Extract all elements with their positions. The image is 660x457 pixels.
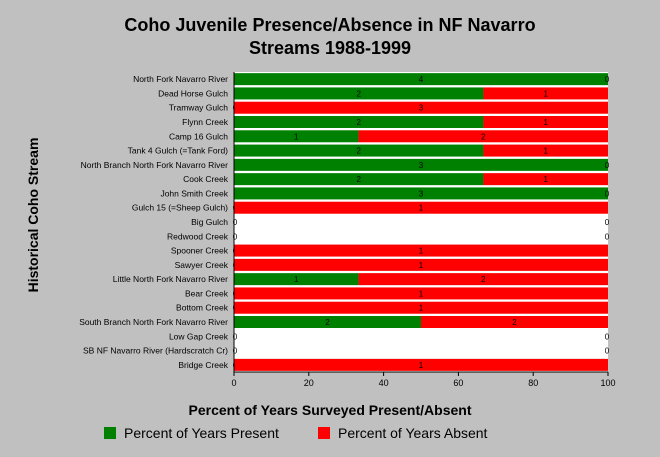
bar-absent xyxy=(234,258,608,271)
x-tick-label: 40 xyxy=(379,378,389,388)
bar-present xyxy=(234,316,421,328)
x-axis-label: Percent of Years Surveyed Present/Absent xyxy=(188,402,472,418)
x-tick-label: 100 xyxy=(600,378,615,388)
data-label-present: 3 xyxy=(419,161,424,170)
data-label-present: 3 xyxy=(419,189,424,198)
bar-absent xyxy=(234,287,608,300)
data-label-absent: 0 xyxy=(605,189,610,198)
bar-absent xyxy=(234,244,608,257)
data-label-absent: 0 xyxy=(605,232,610,241)
data-label-absent: 0 xyxy=(605,218,610,227)
bar-absent xyxy=(234,101,608,114)
data-label-absent: 1 xyxy=(544,89,549,98)
category-label: Bear Creek xyxy=(185,288,229,298)
legend-label-absent: Percent of Years Absent xyxy=(338,425,488,441)
data-label-present: 2 xyxy=(357,147,362,156)
bar-absent xyxy=(234,201,608,214)
category-label: Big Gulch xyxy=(191,217,228,227)
category-label: Camp 16 Gulch xyxy=(169,131,228,141)
data-label-absent: 1 xyxy=(544,147,549,156)
chart-title-line-1: Coho Juvenile Presence/Absence in NF Nav… xyxy=(124,15,536,35)
x-tick-label: 20 xyxy=(304,378,314,388)
category-label: Tramway Gulch xyxy=(169,103,228,113)
data-label-absent: 1 xyxy=(544,118,549,127)
data-label-present: 4 xyxy=(419,75,424,84)
data-label-present: 2 xyxy=(325,318,330,327)
data-label-present: 0 xyxy=(233,232,238,241)
chart-title: Coho Juvenile Presence/Absence in NF Nav… xyxy=(0,14,660,60)
data-label-present: 0 xyxy=(233,332,238,341)
bar-present xyxy=(234,130,359,143)
data-label-absent: 0 xyxy=(605,161,610,170)
category-label: Sawyer Creek xyxy=(175,260,229,270)
category-label: Dead Horse Gulch xyxy=(158,88,228,98)
bar-present xyxy=(234,158,608,171)
category-label: North Fork Navarro River xyxy=(133,74,228,84)
bar-absent xyxy=(234,358,608,371)
bar-present xyxy=(234,173,484,186)
bar-present xyxy=(234,144,484,157)
category-label: North Branch North Fork Navarro River xyxy=(81,160,229,170)
data-label-present: 1 xyxy=(294,132,299,141)
data-label-present: 1 xyxy=(294,275,299,284)
data-label-absent: 1 xyxy=(419,361,424,370)
bar-absent xyxy=(358,130,608,143)
category-label: Little North Fork Navarro River xyxy=(113,274,228,284)
x-tick-label: 80 xyxy=(528,378,538,388)
bar-absent xyxy=(483,173,608,186)
bar-absent xyxy=(234,301,608,314)
category-label: Tank 4 Gulch (=Tank Ford) xyxy=(128,146,229,156)
data-label-present: 2 xyxy=(357,89,362,98)
category-label: Gulch 15 (=Sheep Gulch) xyxy=(132,203,228,213)
data-label-absent: 0 xyxy=(605,332,610,341)
legend-label-present: Percent of Years Present xyxy=(124,425,279,441)
category-label: Flynn Creek xyxy=(182,117,229,127)
bar-present xyxy=(234,73,608,86)
bar-present xyxy=(234,87,484,100)
data-label-present: 2 xyxy=(357,118,362,127)
bar-absent xyxy=(421,316,608,328)
y-axis-label: Historical Coho Stream xyxy=(25,137,41,293)
data-label-absent: 1 xyxy=(419,289,424,298)
x-tick-label: 0 xyxy=(231,378,236,388)
bar-present xyxy=(234,273,359,286)
bar-absent xyxy=(483,144,608,157)
data-label-absent: 1 xyxy=(419,304,424,313)
category-label: Redwood Creek xyxy=(167,231,229,241)
legend-swatch-present xyxy=(104,427,116,439)
bar-present xyxy=(234,116,484,128)
x-tick-label: 60 xyxy=(453,378,463,388)
data-label-absent: 1 xyxy=(419,247,424,256)
data-label-absent: 2 xyxy=(512,318,517,327)
legend-item-absent: Percent of Years Absent xyxy=(318,425,487,441)
legend-item-present: Percent of Years Present xyxy=(104,425,279,441)
category-label: Bridge Creek xyxy=(178,360,228,370)
category-label: Bottom Creek xyxy=(176,303,229,313)
data-label-absent: 2 xyxy=(481,275,486,284)
data-label-present: 0 xyxy=(233,218,238,227)
legend-swatch-absent xyxy=(318,427,330,439)
category-label: Low Gap Creek xyxy=(169,331,229,341)
category-label: South Branch North Fork Navarro River xyxy=(79,317,228,327)
bar-absent xyxy=(483,87,608,100)
category-label: John Smith Creek xyxy=(160,188,228,198)
chart-title-line-2: Streams 1988-1999 xyxy=(248,38,412,58)
data-label-present: 2 xyxy=(357,175,362,184)
data-label-absent: 1 xyxy=(419,204,424,213)
data-label-present: 0 xyxy=(233,347,238,356)
category-label: Spooner Creek xyxy=(171,246,229,256)
data-label-absent: 2 xyxy=(481,132,486,141)
data-label-absent: 1 xyxy=(544,175,549,184)
category-label: Cook Creek xyxy=(183,174,229,184)
data-label-absent: 0 xyxy=(605,347,610,356)
data-label-absent: 1 xyxy=(419,261,424,270)
category-label: SB NF Navarro River (Hardscratch Cr) xyxy=(83,346,228,356)
bar-present xyxy=(234,187,608,200)
bar-absent xyxy=(483,116,608,128)
data-label-absent: 0 xyxy=(605,75,610,84)
bar-absent xyxy=(358,273,608,286)
data-label-absent: 3 xyxy=(419,104,424,113)
